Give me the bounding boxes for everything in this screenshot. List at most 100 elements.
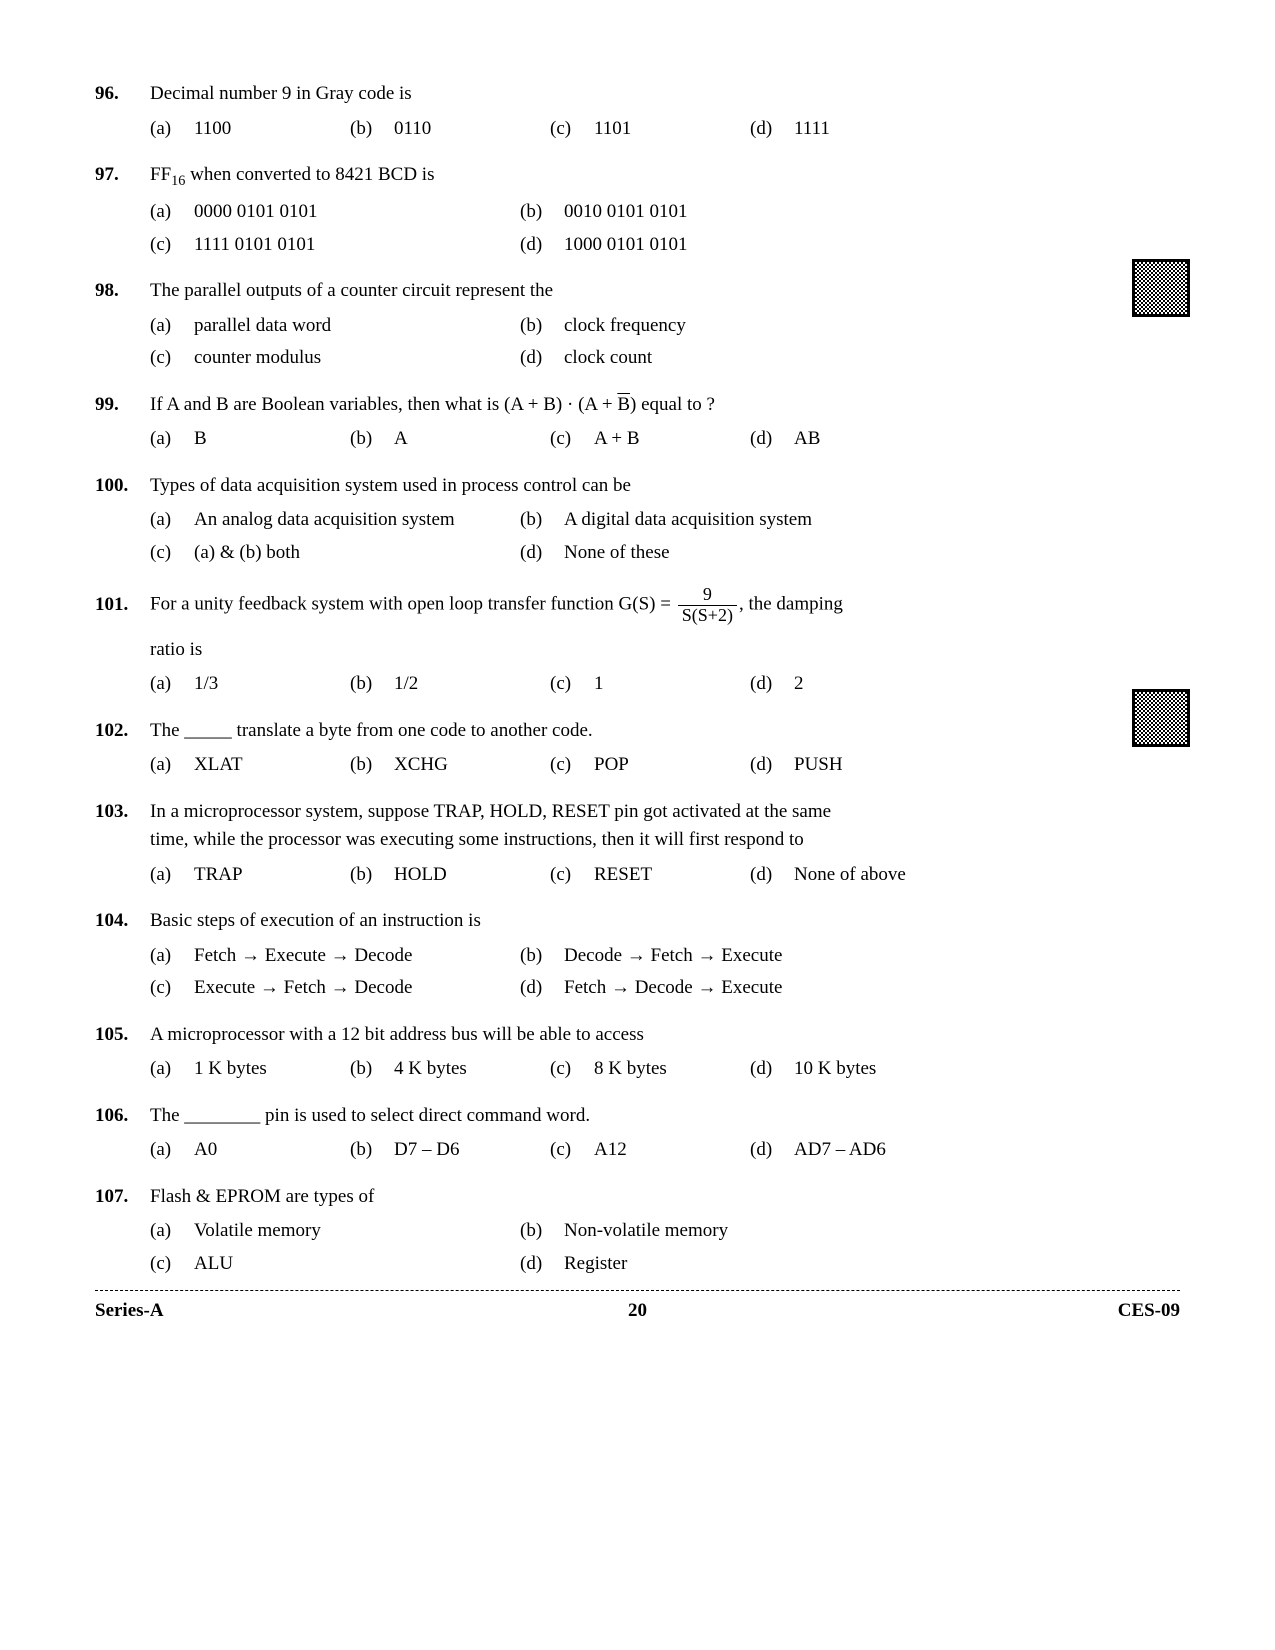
option-label-d: (d) [520, 231, 564, 260]
option-b: HOLD [394, 861, 550, 890]
option-b: XCHG [394, 751, 550, 780]
option-label-c: (c) [150, 974, 194, 1003]
option-label-c: (c) [150, 1250, 194, 1279]
option-label-b: (b) [520, 942, 564, 971]
option-d: Fetch → Decode → Execute [564, 974, 890, 1003]
option-label-d: (d) [520, 974, 564, 1003]
option-c: A12 [594, 1136, 750, 1165]
option-d: AB [794, 425, 950, 454]
option-label-c: (c) [550, 861, 594, 890]
option-c: Execute → Fetch → Decode [194, 974, 520, 1003]
question-number: 106. [95, 1102, 150, 1131]
question-text: Flash & EPROM are types of [150, 1183, 1180, 1212]
option-label-b: (b) [350, 1055, 394, 1084]
option-label-b: (b) [350, 670, 394, 699]
question-number: 98. [95, 277, 150, 306]
question-text: Types of data acquisition system used in… [150, 472, 1180, 501]
option-b: 1/2 [394, 670, 550, 699]
option-a: 1 K bytes [194, 1055, 350, 1084]
option-b: 0110 [394, 115, 550, 144]
question-107: 107. Flash & EPROM are types of (a)Volat… [95, 1183, 1180, 1279]
question-text: FF16 when converted to 8421 BCD is [150, 161, 1180, 192]
option-label-d: (d) [520, 539, 564, 568]
question-number: 96. [95, 80, 150, 109]
option-label-b: (b) [520, 1217, 564, 1246]
option-c: 8 K bytes [594, 1055, 750, 1084]
footer-page-number: 20 [457, 1297, 819, 1326]
option-d: 1111 [794, 115, 950, 144]
option-label-d: (d) [750, 115, 794, 144]
question-101: 101. For a unity feedback system with op… [95, 585, 1180, 699]
option-a: Fetch → Execute → Decode [194, 942, 520, 971]
option-c: 1 [594, 670, 750, 699]
option-label-c: (c) [550, 115, 594, 144]
option-c: ALU [194, 1250, 520, 1279]
option-a: Volatile memory [194, 1217, 520, 1246]
option-label-a: (a) [150, 425, 194, 454]
question-text-line1: In a microprocessor system, suppose TRAP… [150, 798, 1180, 827]
question-100: 100. Types of data acquisition system us… [95, 472, 1180, 568]
option-c: POP [594, 751, 750, 780]
question-number: 100. [95, 472, 150, 501]
question-text: The _____ translate a byte from one code… [150, 717, 1180, 746]
question-text: Decimal number 9 in Gray code is [150, 80, 1180, 109]
question-106: 106. The ________ pin is used to select … [95, 1102, 1180, 1165]
option-b: A [394, 425, 550, 454]
option-label-a: (a) [150, 751, 194, 780]
fraction: 9S(S+2) [678, 585, 737, 626]
page-footer: Series-A 20 CES-09 [95, 1290, 1180, 1326]
question-number: 102. [95, 717, 150, 746]
option-label-d: (d) [750, 670, 794, 699]
option-label-a: (a) [150, 670, 194, 699]
option-label-d: (d) [520, 1250, 564, 1279]
footer-series: Series-A [95, 1297, 457, 1326]
option-c: (a) & (b) both [194, 539, 520, 568]
option-b: 4 K bytes [394, 1055, 550, 1084]
option-b: Decode → Fetch → Execute [564, 942, 890, 971]
option-c: counter modulus [194, 344, 520, 373]
option-label-b: (b) [350, 751, 394, 780]
option-label-a: (a) [150, 942, 194, 971]
option-label-d: (d) [750, 1136, 794, 1165]
option-d: 1000 0101 0101 [564, 231, 890, 260]
option-label-a: (a) [150, 1217, 194, 1246]
question-105: 105. A microprocessor with a 12 bit addr… [95, 1021, 1180, 1084]
option-d: Register [564, 1250, 890, 1279]
option-label-d: (d) [520, 344, 564, 373]
question-104: 104. Basic steps of execution of an inst… [95, 907, 1180, 1003]
option-label-b: (b) [350, 1136, 394, 1165]
option-label-a: (a) [150, 861, 194, 890]
option-a: 1100 [194, 115, 350, 144]
option-label-c: (c) [550, 425, 594, 454]
question-text-line2: time, while the processor was executing … [150, 826, 1180, 855]
question-text: For a unity feedback system with open lo… [150, 585, 1180, 626]
question-number: 105. [95, 1021, 150, 1050]
option-label-c: (c) [150, 231, 194, 260]
option-label-d: (d) [750, 1055, 794, 1084]
option-label-c: (c) [550, 1136, 594, 1165]
option-a: XLAT [194, 751, 350, 780]
question-text: The parallel outputs of a counter circui… [150, 277, 1180, 306]
option-label-a: (a) [150, 115, 194, 144]
question-text: The ________ pin is used to select direc… [150, 1102, 1180, 1131]
option-label-d: (d) [750, 751, 794, 780]
option-b: clock frequency [564, 312, 890, 341]
option-a: 1/3 [194, 670, 350, 699]
option-d: AD7 – AD6 [794, 1136, 970, 1165]
option-b: A digital data acquisition system [564, 506, 890, 535]
option-a: 0000 0101 0101 [194, 198, 520, 227]
option-a: parallel data word [194, 312, 520, 341]
question-98: 98. The parallel outputs of a counter ci… [95, 277, 1180, 373]
option-label-d: (d) [750, 861, 794, 890]
option-a: B [194, 425, 350, 454]
option-label-a: (a) [150, 198, 194, 227]
option-c: RESET [594, 861, 750, 890]
option-label-c: (c) [550, 751, 594, 780]
option-b: D7 – D6 [394, 1136, 550, 1165]
option-d: PUSH [794, 751, 950, 780]
option-a: TRAP [194, 861, 350, 890]
option-label-b: (b) [350, 115, 394, 144]
question-number: 99. [95, 391, 150, 420]
option-label-a: (a) [150, 1055, 194, 1084]
qr-code-icon [1132, 259, 1190, 317]
